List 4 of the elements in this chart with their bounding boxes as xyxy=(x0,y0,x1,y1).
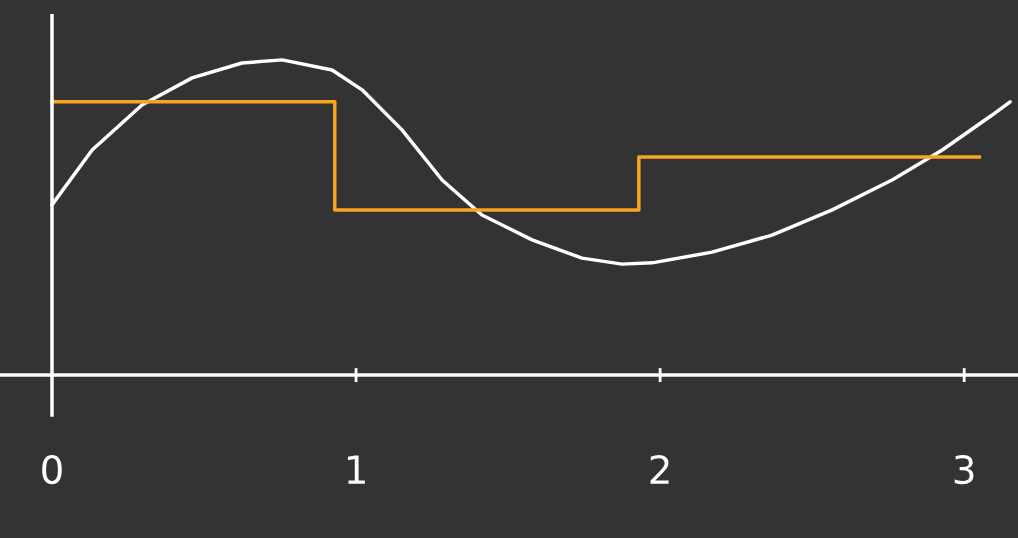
x-tick-label: 3 xyxy=(954,454,974,485)
x-tick-label: 2 xyxy=(650,454,669,484)
x-tick-label: 0 xyxy=(42,454,62,485)
x-tick-label: 1 xyxy=(347,455,365,484)
